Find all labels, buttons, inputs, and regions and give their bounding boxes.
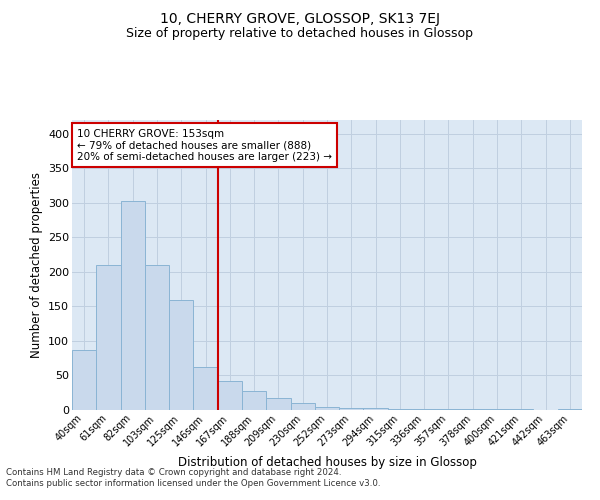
Bar: [145, 265, 169, 410]
Bar: [169, 300, 193, 410]
Bar: [242, 392, 266, 410]
Text: 10, CHERRY GROVE, GLOSSOP, SK13 7EJ: 10, CHERRY GROVE, GLOSSOP, SK13 7EJ: [160, 12, 440, 26]
Bar: [290, 403, 315, 410]
Bar: [315, 406, 339, 410]
Text: 10 CHERRY GROVE: 153sqm
← 79% of detached houses are smaller (888)
20% of semi-d: 10 CHERRY GROVE: 153sqm ← 79% of detache…: [77, 128, 332, 162]
Bar: [96, 265, 121, 410]
Bar: [339, 408, 364, 410]
Bar: [72, 350, 96, 410]
Bar: [266, 398, 290, 410]
Bar: [193, 366, 218, 410]
Bar: [218, 381, 242, 410]
Bar: [121, 201, 145, 410]
X-axis label: Distribution of detached houses by size in Glossop: Distribution of detached houses by size …: [178, 456, 476, 469]
Bar: [412, 408, 436, 410]
Text: Size of property relative to detached houses in Glossop: Size of property relative to detached ho…: [127, 28, 473, 40]
Text: Contains HM Land Registry data © Crown copyright and database right 2024.
Contai: Contains HM Land Registry data © Crown c…: [6, 468, 380, 487]
Y-axis label: Number of detached properties: Number of detached properties: [29, 172, 43, 358]
Bar: [388, 408, 412, 410]
Bar: [364, 408, 388, 410]
